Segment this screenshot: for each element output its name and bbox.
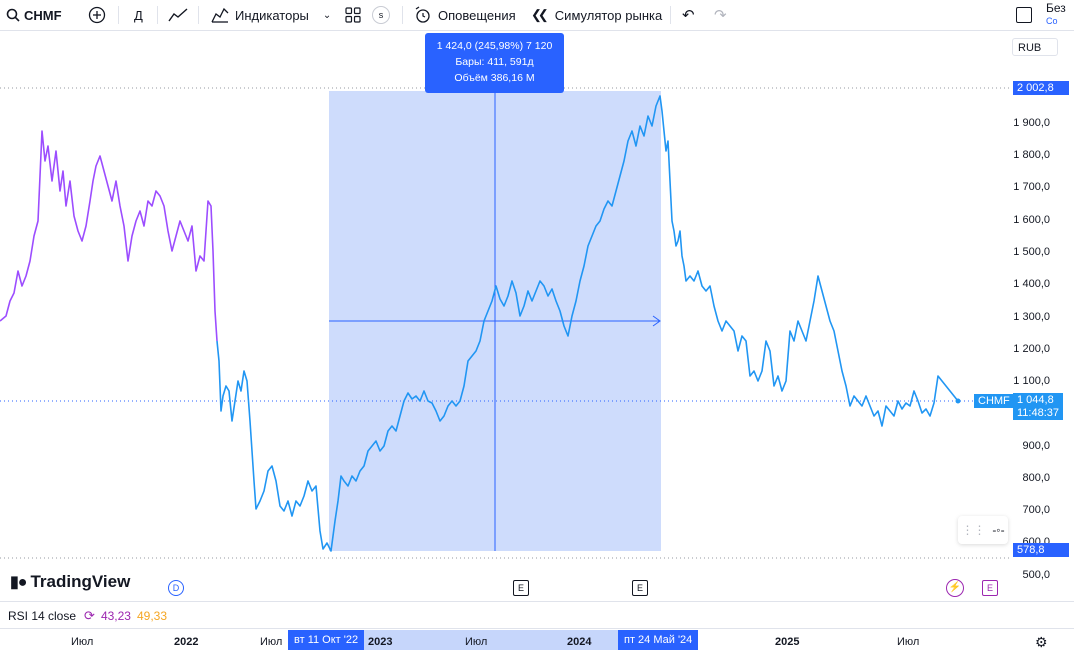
indicators-button[interactable]: Индикаторы ⌄ xyxy=(211,0,331,30)
x-tick: Июл xyxy=(71,636,94,648)
undo-icon: ↶ xyxy=(682,7,695,24)
y-tick: 1 700,0 xyxy=(1013,181,1050,193)
pane-divider xyxy=(0,601,1074,602)
earnings-marker[interactable]: E xyxy=(513,580,529,596)
y-tick: 800,0 xyxy=(1022,472,1050,484)
x-tick: 2025 xyxy=(775,636,800,648)
script-icon: s xyxy=(372,6,390,24)
redo-button[interactable]: ↷ xyxy=(714,0,727,30)
rsi-ma-value: 49,33 xyxy=(136,609,168,623)
alarm-clock-icon xyxy=(415,6,430,23)
x-tick: 2024 xyxy=(567,636,592,648)
rewind-icon: ❮❮ xyxy=(531,7,549,22)
symbol-label: CHMF xyxy=(24,7,62,23)
gear-icon[interactable]: ⚙ xyxy=(1035,634,1048,650)
chart-type-button[interactable] xyxy=(168,0,188,30)
replay-label: Симулятор рынка xyxy=(554,7,663,23)
alerts-label: Оповещения xyxy=(438,7,516,23)
layouts-button[interactable] xyxy=(345,0,361,30)
divider xyxy=(118,6,119,24)
chevron-down-icon: ⌄ xyxy=(322,9,332,21)
rsi-value: 43,23 xyxy=(100,609,131,623)
last-price-dot xyxy=(955,398,961,404)
logo-text: TradingView xyxy=(30,572,131,591)
y-tick: 1 400,0 xyxy=(1013,278,1050,290)
x-tick: 2023 xyxy=(368,636,393,648)
earnings-future-marker[interactable]: E xyxy=(982,580,998,596)
top-toolbar: CHMF Д Индикаторы ⌄ s Оповещения ❮❮ Симу… xyxy=(0,0,1074,31)
divider xyxy=(198,6,199,24)
layout-name[interactable]: Без Со xyxy=(1046,2,1066,28)
indicators-label: Индикаторы xyxy=(235,7,309,23)
y-tick: 1 800,0 xyxy=(1013,149,1050,161)
y-tick: 1 600,0 xyxy=(1013,214,1050,226)
range-end-date: пт 24 Май '24 xyxy=(618,630,699,650)
last-price-tag: 1 044,8 11:48:37 xyxy=(1013,393,1063,420)
grid-icon xyxy=(345,7,361,23)
time-axis-border xyxy=(0,628,1074,629)
replay-button[interactable]: ❮❮ Симулятор рынка xyxy=(531,0,662,30)
y-tick: 1 900,0 xyxy=(1013,117,1050,129)
y-tick: 700,0 xyxy=(1022,504,1050,516)
dividend-marker[interactable]: D xyxy=(168,580,184,596)
x-tick: Июл xyxy=(465,636,488,648)
drag-handle-icon[interactable]: ⋮⋮ xyxy=(961,523,986,537)
interval-button[interactable]: Д xyxy=(134,7,143,23)
y-tick: 1 300,0 xyxy=(1013,311,1050,323)
tv-logo-icon: ▮● xyxy=(10,574,27,591)
redo-icon: ↷ xyxy=(714,7,727,24)
last-time: 11:48:37 xyxy=(1017,407,1060,419)
square-icon xyxy=(1016,7,1032,23)
layout-save-button[interactable] xyxy=(1016,0,1032,30)
low-price-tag: 578,8 xyxy=(1013,543,1069,557)
layout-name-label: Без xyxy=(1046,1,1066,15)
currency-selector[interactable]: RUB xyxy=(1012,38,1058,56)
compare-button[interactable] xyxy=(88,0,106,30)
lightning-icon[interactable]: ⚡ xyxy=(946,579,964,597)
y-tick: 1 100,0 xyxy=(1013,375,1050,387)
measure-tooltip: 1 424,0 (245,98%) 7 120 Бары: 411, 591д … xyxy=(425,33,564,93)
measure-volume: Объём 386,16 M xyxy=(454,72,535,84)
y-tick: 500,0 xyxy=(1022,569,1050,581)
tradingview-logo[interactable]: ▮● TradingView xyxy=(10,572,130,592)
range-start-date: вт 11 Окт '22 xyxy=(288,630,365,650)
layout-save-status: Со xyxy=(1046,16,1058,26)
indicators-icon xyxy=(211,7,229,23)
alerts-button[interactable]: Оповещения xyxy=(414,0,516,30)
high-price-tag: 2 002,8 xyxy=(1013,81,1069,95)
price-line-up xyxy=(0,130,218,342)
divider xyxy=(157,6,158,24)
script-button[interactable]: s xyxy=(372,0,390,30)
settings-icon[interactable]: ⟳ xyxy=(84,608,95,623)
plus-circle-icon xyxy=(88,6,106,24)
x-tick: Июл xyxy=(897,636,920,648)
scale-toggle-icon[interactable]: -◦- xyxy=(992,523,1005,537)
scale-controls[interactable]: ⋮⋮ -◦- xyxy=(958,516,1008,544)
divider xyxy=(402,6,403,24)
divider xyxy=(670,6,671,24)
symbol-tag: CHMF xyxy=(974,394,1014,408)
symbol-search[interactable]: CHMF xyxy=(6,0,62,30)
measure-arrow-icon xyxy=(652,315,661,327)
y-tick: 1 500,0 xyxy=(1013,246,1050,258)
undo-button[interactable]: ↶ xyxy=(682,0,695,30)
time-range-highlight xyxy=(329,630,661,650)
measure-bars: Бары: 411, 591д xyxy=(455,56,534,68)
x-tick: 2022 xyxy=(174,636,199,648)
y-tick: 900,0 xyxy=(1022,440,1050,452)
rsi-legend[interactable]: RSI 14 close ⟳ 43,23 49,33 xyxy=(8,608,167,624)
price-line-down xyxy=(216,95,959,552)
line-chart-icon xyxy=(168,8,188,22)
last-price: 1 044,8 xyxy=(1017,394,1054,406)
rsi-label: RSI 14 close xyxy=(8,609,77,623)
x-tick: Июл xyxy=(260,636,283,648)
search-icon xyxy=(6,8,20,22)
price-chart[interactable] xyxy=(0,31,1074,631)
earnings-marker[interactable]: E xyxy=(632,580,648,596)
y-tick: 1 200,0 xyxy=(1013,343,1050,355)
measure-change: 1 424,0 (245,98%) 7 120 xyxy=(436,40,553,52)
